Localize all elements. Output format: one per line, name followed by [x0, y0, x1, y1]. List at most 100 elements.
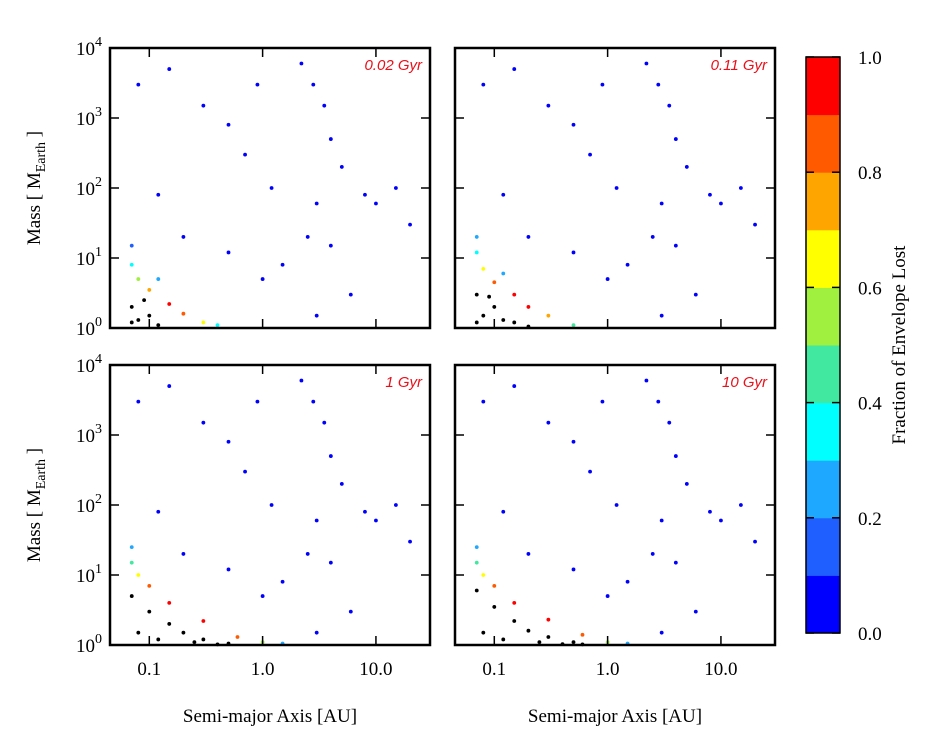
- point: [156, 509, 161, 514]
- point: [719, 201, 723, 206]
- point: [181, 311, 186, 316]
- y-label-end: ]: [24, 131, 45, 142]
- point: [181, 630, 186, 635]
- y-tick-base: 10: [76, 356, 95, 377]
- point: [492, 280, 497, 285]
- y-label-sub: Earth: [34, 142, 49, 172]
- point: [348, 609, 353, 614]
- point: [693, 609, 698, 614]
- point: [255, 399, 260, 404]
- y-tick-exponent: 3: [95, 105, 102, 120]
- point: [492, 583, 497, 588]
- point: [571, 122, 576, 127]
- point: [526, 552, 531, 556]
- point: [625, 262, 630, 267]
- x-axis-label: Semi-major Axis [AU]: [528, 706, 702, 727]
- point: [492, 305, 497, 309]
- colorbar-tick-label: 0.4: [858, 394, 882, 415]
- x-tick-label: 0.1: [137, 659, 161, 680]
- point: [600, 82, 605, 87]
- point: [588, 152, 592, 157]
- point: [129, 560, 134, 565]
- point: [269, 186, 274, 190]
- colorbar-label: Fraction of Envelope Lost: [889, 245, 910, 445]
- point: [546, 635, 551, 639]
- y-tick-base: 10: [76, 426, 95, 447]
- colorbar-band: [806, 114, 840, 173]
- point: [156, 637, 161, 642]
- point: [512, 292, 517, 297]
- point: [393, 186, 398, 190]
- y-label-sub: Earth: [34, 459, 49, 489]
- y-axis-label: Mass [ MEarth ]: [24, 448, 49, 562]
- point: [408, 222, 412, 227]
- x-tick-label: 1.0: [596, 659, 620, 680]
- point: [501, 192, 506, 197]
- point: [738, 503, 743, 507]
- point: [501, 318, 506, 322]
- point: [408, 539, 412, 544]
- point: [226, 250, 231, 255]
- point: [753, 222, 757, 227]
- point: [546, 313, 551, 318]
- point: [226, 122, 231, 127]
- point: [659, 201, 664, 206]
- point: [243, 152, 247, 157]
- point: [305, 235, 310, 239]
- y-tick-exponent: 3: [95, 422, 102, 437]
- point: [650, 235, 655, 239]
- point: [374, 201, 378, 206]
- x-tick-label: 1.0: [251, 659, 275, 680]
- point: [481, 630, 486, 635]
- colorbar-band: [806, 575, 840, 634]
- y-tick-exponent: 4: [95, 352, 102, 367]
- point: [571, 567, 576, 572]
- colorbar-band: [806, 460, 840, 519]
- point: [614, 503, 619, 507]
- point: [605, 277, 610, 281]
- point: [142, 298, 147, 303]
- point: [693, 292, 698, 297]
- point: [181, 552, 186, 556]
- point: [147, 288, 152, 292]
- point: [136, 277, 141, 281]
- y-tick-label: 104: [76, 352, 102, 377]
- point: [322, 420, 327, 425]
- x-tick-label: 0.1: [482, 659, 506, 680]
- colorbar-tick-label: 0.8: [858, 163, 882, 184]
- point: [136, 573, 141, 577]
- point: [526, 235, 531, 239]
- annotation: 0.02 Gyr: [364, 57, 423, 74]
- point: [305, 552, 310, 556]
- point: [311, 82, 316, 87]
- y-tick-exponent: 0: [95, 632, 102, 647]
- point: [167, 622, 172, 626]
- y-tick-exponent: 0: [95, 315, 102, 330]
- point: [235, 635, 240, 639]
- point: [129, 243, 134, 248]
- point: [512, 67, 517, 71]
- point: [580, 632, 585, 637]
- point: [136, 399, 141, 404]
- x-axis-label: Semi-major Axis [AU]: [183, 706, 357, 727]
- point: [363, 192, 367, 197]
- point: [339, 482, 344, 486]
- point: [147, 609, 152, 614]
- point: [339, 165, 344, 169]
- colorbar-band: [806, 172, 840, 231]
- point: [260, 277, 265, 281]
- point: [474, 292, 479, 297]
- point: [656, 399, 661, 404]
- point: [129, 305, 134, 309]
- point: [311, 399, 316, 404]
- point: [474, 588, 479, 593]
- point: [481, 573, 486, 577]
- point: [474, 250, 479, 255]
- y-label-main: Mass [ M: [24, 172, 45, 245]
- point: [269, 503, 274, 507]
- point: [673, 243, 678, 248]
- point: [512, 619, 517, 623]
- point: [656, 82, 661, 87]
